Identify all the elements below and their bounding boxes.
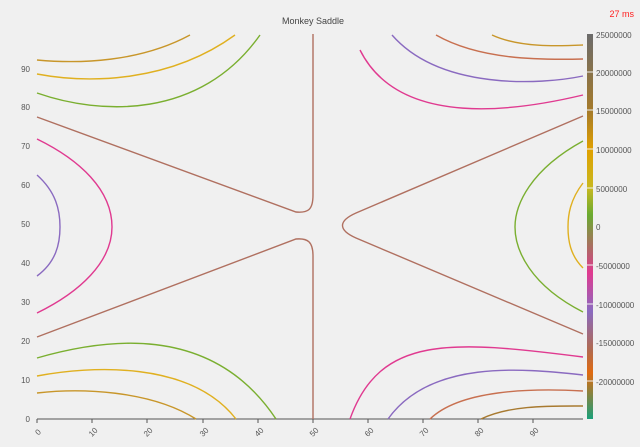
x-tick-label: 60 <box>363 426 376 439</box>
y-axis: 0 10 20 30 40 50 60 70 80 90 <box>21 65 30 424</box>
colorbar-tick-label: -20000000 <box>596 378 635 387</box>
colorbar-tick-label: 0 <box>596 223 601 232</box>
x-tick-label: 0 <box>33 427 43 437</box>
colorbar-tick-label: 25000000 <box>596 31 632 40</box>
colorbar-tick-label: 20000000 <box>596 69 632 78</box>
colorbar-tick-label: 10000000 <box>596 146 632 155</box>
x-tick-label: 10 <box>87 426 100 439</box>
y-tick-label: 0 <box>26 415 31 424</box>
x-tick-label: 30 <box>198 426 211 439</box>
colorbar: 25000000 20000000 15000000 10000000 5000… <box>587 31 635 419</box>
colorbar-tick-label: 15000000 <box>596 107 632 116</box>
x-tick-label: 90 <box>528 426 541 439</box>
render-time-label: 27 ms <box>609 9 634 19</box>
y-tick-label: 30 <box>21 298 30 307</box>
y-tick-label: 70 <box>21 142 30 151</box>
y-tick-label: 10 <box>21 376 30 385</box>
contour-level-zero <box>36 34 584 419</box>
colorbar-tick-label: -10000000 <box>596 301 635 310</box>
colorbar-tick-label: -5000000 <box>596 262 630 271</box>
x-tick-label: 20 <box>142 426 155 439</box>
x-tick-label: 40 <box>253 426 266 439</box>
x-tick-label: 80 <box>473 426 486 439</box>
x-tick-label: 70 <box>418 426 431 439</box>
y-tick-label: 90 <box>21 65 30 74</box>
y-tick-label: 80 <box>21 103 30 112</box>
x-tick-label: 50 <box>308 426 321 439</box>
y-tick-label: 40 <box>21 259 30 268</box>
y-tick-label: 60 <box>21 181 30 190</box>
x-axis: 0 10 20 30 40 50 60 70 80 90 <box>33 418 583 439</box>
contour-lines <box>36 34 584 420</box>
colorbar-tick-label: -15000000 <box>596 339 635 348</box>
chart-title: Monkey Saddle <box>281 16 345 26</box>
y-tick-label: 20 <box>21 337 30 346</box>
y-tick-label: 50 <box>21 220 30 229</box>
colorbar-tick-label: 5000000 <box>596 185 628 194</box>
